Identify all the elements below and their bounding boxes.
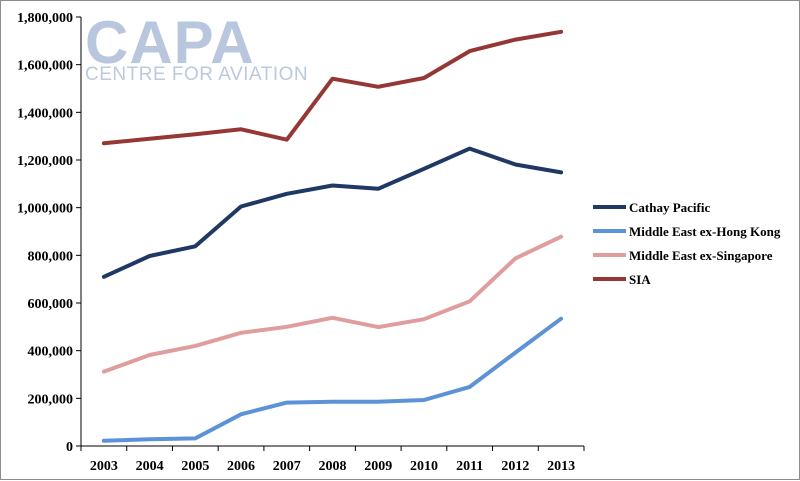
x-tick-label: 2009 xyxy=(364,459,392,474)
watermark-logo: CAPA xyxy=(85,9,255,76)
legend-label-sia: SIA xyxy=(629,272,651,287)
x-tick-label: 2010 xyxy=(410,459,438,474)
y-tick-label: 600,000 xyxy=(28,297,74,312)
series-line-cathay-pacific xyxy=(101,146,564,279)
capa-watermark: CAPA CENTRE FOR AVIATION xyxy=(85,9,308,85)
series-line-sia xyxy=(101,29,564,146)
x-tick-label: 2012 xyxy=(501,459,529,474)
y-tick-label: 200,000 xyxy=(28,392,74,407)
x-axis-ticks: 2003 2004 2005 2006 2007 2008 2009 2010 2011 2012… xyxy=(80,446,585,474)
x-tick-label: 2007 xyxy=(273,459,301,474)
x-tick-label: 2006 xyxy=(227,459,255,474)
y-tick-label: 1,200,000 xyxy=(17,154,73,169)
series-lines xyxy=(101,29,564,443)
series-line-middle-east-ex-hong-kong xyxy=(101,316,564,443)
series-line-middle-east-ex-singapore xyxy=(101,234,564,374)
x-tick-label: 2005 xyxy=(181,459,209,474)
legend: Cathay Pacific Middle East ex-Hong Kong Mi… xyxy=(593,200,781,287)
y-axis-ticks: 0 200,000 400,000 600,000 800,000 1,000,000 1,… xyxy=(17,11,81,455)
x-tick-label: 2003 xyxy=(90,459,118,474)
x-tick-label: 2013 xyxy=(547,459,575,474)
y-tick-label: 1,600,000 xyxy=(17,59,73,74)
watermark-tagline: CENTRE FOR AVIATION xyxy=(85,64,308,85)
y-tick-label: 1,000,000 xyxy=(17,202,73,217)
x-tick-label: 2004 xyxy=(136,459,164,474)
axes xyxy=(80,17,584,447)
y-tick-label: 1,800,000 xyxy=(17,11,73,26)
x-tick-label: 2011 xyxy=(456,459,483,474)
y-tick-label: 800,000 xyxy=(28,249,74,264)
y-tick-label: 0 xyxy=(66,440,73,455)
legend-label-middle-east-ex-hong-kong: Middle East ex-Hong Kong xyxy=(629,224,781,239)
x-tick-label: 2008 xyxy=(319,459,347,474)
legend-label-middle-east-ex-singapore: Middle East ex-Singapore xyxy=(629,248,773,263)
legend-label-cathay-pacific: Cathay Pacific xyxy=(629,200,710,215)
y-tick-label: 1,400,000 xyxy=(17,106,73,121)
y-tick-label: 400,000 xyxy=(28,345,74,360)
